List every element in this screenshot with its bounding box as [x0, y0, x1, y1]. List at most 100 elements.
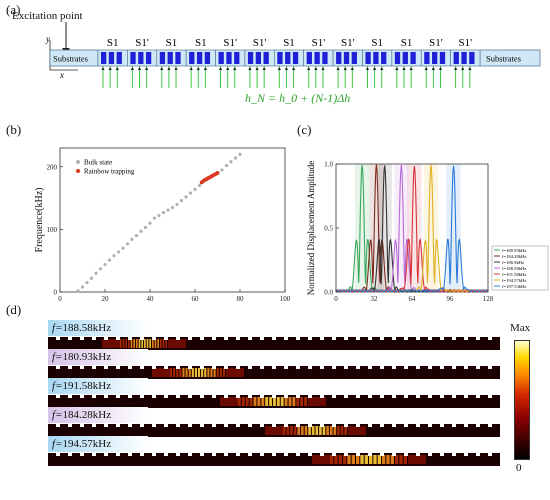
amplitude-curve	[335, 166, 489, 293]
panel-d-label: (d)	[6, 302, 22, 317]
frequency-label: f=184.28kHz	[48, 407, 148, 423]
frequency-label: f=188.58kHz	[48, 320, 148, 336]
strip-notch	[476, 337, 480, 340]
strip-notch	[116, 453, 120, 456]
cell-block	[277, 52, 283, 64]
field-hotspot	[360, 455, 364, 464]
strip-notch	[464, 337, 468, 340]
field-hotspot	[157, 339, 159, 348]
strip-notch	[56, 424, 60, 427]
cell-block	[226, 52, 232, 64]
frequency-value: 180.93kHz	[62, 351, 112, 363]
frequency-value: 188.58kHz	[62, 322, 112, 334]
strip-notch	[176, 424, 180, 427]
strip-notch	[308, 453, 312, 456]
cell-label: S1'	[429, 37, 443, 49]
strip-notch	[92, 424, 96, 427]
legend-entry: f=180.93kHz	[502, 248, 526, 253]
strip-notch	[440, 395, 444, 398]
strip-notch	[296, 424, 300, 427]
frequency-label: f=180.93kHz	[48, 349, 148, 365]
strip-notch	[428, 366, 432, 369]
strip-notch	[116, 424, 120, 427]
field-hotspot	[173, 368, 176, 377]
stub-arrow	[255, 67, 259, 70]
field-hotspot	[144, 339, 146, 348]
cell-label: S1	[371, 37, 383, 49]
field-hotspot	[182, 368, 185, 377]
strip-notch	[404, 395, 408, 398]
cell-label: S1'	[223, 37, 237, 49]
cell-block	[351, 52, 357, 64]
scatter-point	[220, 168, 224, 172]
stub-arrow	[365, 67, 370, 70]
strip-notch	[248, 366, 252, 369]
scatter-point	[85, 281, 89, 285]
field-strip	[48, 424, 500, 437]
strip-notch	[92, 366, 96, 369]
stub-arrow	[402, 67, 406, 70]
cell-block	[453, 52, 459, 64]
strip-notch	[464, 366, 468, 369]
strip-notch	[440, 337, 444, 340]
frequency-value: 184.28kHz	[62, 409, 112, 421]
strip-notch	[320, 424, 324, 427]
strip-notch	[272, 366, 276, 369]
strip-notch	[476, 395, 480, 398]
strip-notch	[92, 453, 96, 456]
strip-notch	[164, 395, 168, 398]
field-hotspot	[292, 397, 296, 406]
strip-notch	[224, 395, 228, 398]
field-hotspot	[337, 426, 340, 435]
strip-notch	[284, 424, 288, 427]
strip-notch	[428, 395, 432, 398]
field-hotspot	[373, 455, 377, 464]
field-hotspot	[194, 368, 197, 377]
stub-arrow	[321, 67, 325, 70]
unit-cell-row: S1 S1' S1 S1 S1' S1' S1 S1' S1' S1 S1 S1' S1'	[97, 37, 481, 88]
stub-arrow	[314, 67, 318, 70]
field-hotspot	[284, 397, 288, 406]
legend-entry: f=186.9kHz	[502, 260, 524, 265]
cell-label: S1'	[459, 37, 473, 49]
legend-entry: f=197.53kHz	[502, 284, 526, 289]
strip-notch	[68, 366, 72, 369]
band-highlight	[355, 164, 370, 292]
x-tick-label: 80	[237, 295, 245, 303]
strip-notch	[212, 366, 216, 369]
cell-block	[292, 52, 299, 64]
scatter-point	[166, 208, 170, 212]
field-hotspot	[162, 339, 165, 348]
strip-notch	[92, 395, 96, 398]
strip-notch	[68, 337, 72, 340]
strip-notch	[224, 453, 228, 456]
strip-notch	[116, 337, 120, 340]
cell-block	[343, 52, 350, 64]
stub-arrow	[284, 67, 289, 70]
strip-notch	[320, 337, 324, 340]
field-hotspot	[399, 455, 403, 464]
field-hotspot	[249, 397, 253, 406]
frequency-label: f=194.57kHz	[48, 436, 148, 452]
field-strip	[48, 395, 500, 408]
x-tick-label: 128	[483, 295, 494, 303]
strip-notch	[392, 337, 396, 340]
left-substrate-label: Substrates	[53, 54, 88, 64]
strip-notch	[284, 395, 288, 398]
scatter-point	[134, 234, 139, 238]
strip-notch	[164, 337, 168, 340]
strip-notch	[140, 366, 144, 369]
cell-block	[108, 52, 115, 64]
field-hotspot	[179, 368, 182, 377]
field-hotspot	[241, 397, 245, 406]
strip-notch	[152, 453, 156, 456]
scatter-point	[188, 191, 193, 195]
strip-notch	[56, 395, 60, 398]
scatter-point	[80, 285, 85, 289]
strip-notch	[248, 337, 252, 340]
field-hotspot	[152, 339, 154, 348]
strip-notch	[380, 424, 384, 427]
legend-entry: Bulk state	[84, 159, 112, 167]
strip-notch	[296, 337, 300, 340]
strip-notch	[404, 453, 408, 456]
